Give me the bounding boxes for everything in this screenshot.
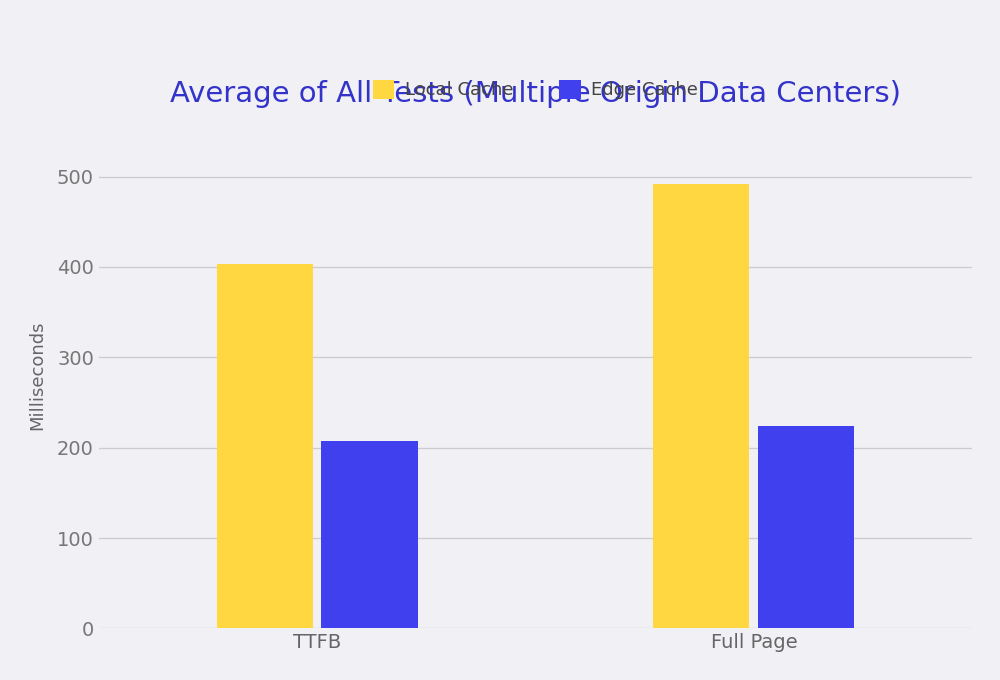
Title: Average of All Tests (Multiple Origin Data Centers): Average of All Tests (Multiple Origin Da… (170, 80, 901, 107)
Bar (758, 426, 854, 628)
Bar (217, 265, 313, 628)
Y-axis label: Milliseconds: Milliseconds (28, 321, 46, 430)
Bar (653, 184, 749, 628)
Bar (321, 441, 418, 628)
Legend: Local Cache, Edge Cache: Local Cache, Edge Cache (358, 66, 713, 114)
